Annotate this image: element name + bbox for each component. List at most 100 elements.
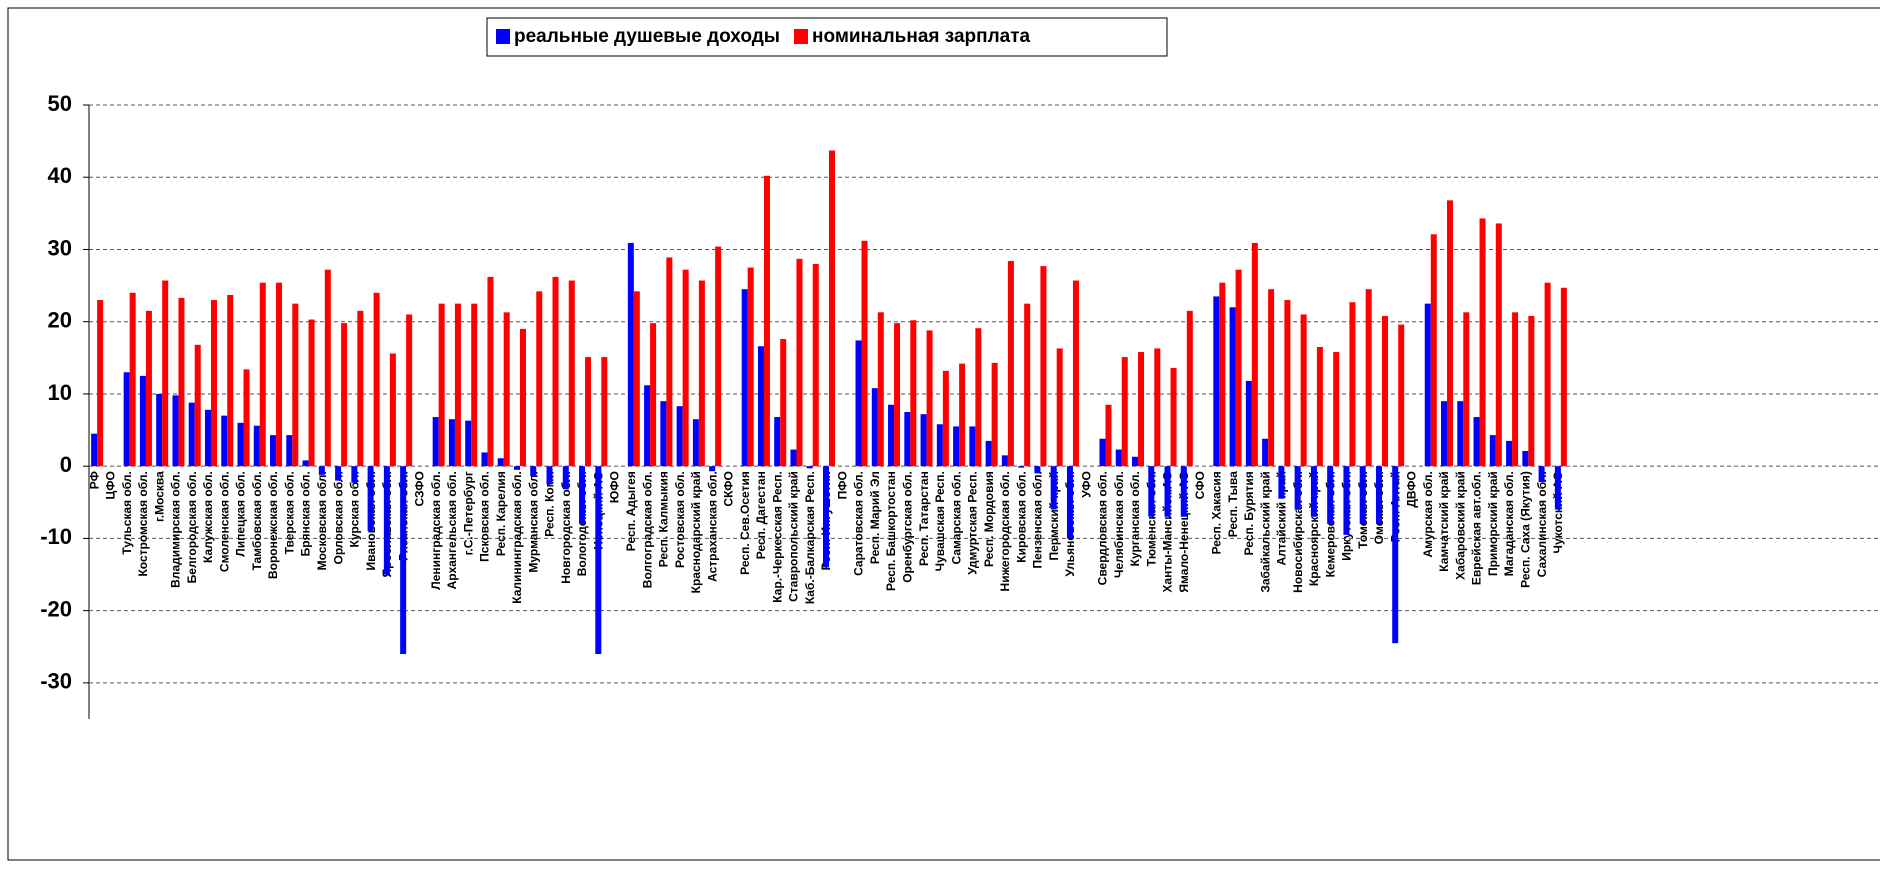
bar: [324, 269, 331, 467]
bar: [1229, 307, 1236, 467]
bar: [227, 294, 234, 467]
bar: [1245, 380, 1252, 467]
bar: [1180, 466, 1187, 517]
bar: [920, 414, 927, 467]
bar: [568, 280, 575, 467]
bar: [97, 300, 104, 467]
x-tick-label: Кар.-Черкесская Респ.: [770, 471, 784, 603]
y-tick-label: -20: [40, 596, 72, 621]
x-tick-label: Амурская обл.: [1421, 471, 1435, 557]
x-tick-label: Респ. Дагестан: [754, 471, 768, 559]
x-tick-label: Пермский край: [1047, 471, 1061, 560]
bar: [1164, 466, 1171, 517]
bar: [481, 452, 488, 467]
x-tick-label: Курская обл.: [348, 471, 362, 547]
x-tick-label: СЗФО: [413, 471, 427, 506]
bar: [536, 291, 543, 467]
legend-box: [486, 17, 1168, 57]
bar: [351, 466, 358, 483]
bar: [991, 362, 998, 467]
bar: [1424, 303, 1431, 467]
bar: [286, 435, 293, 467]
bar: [579, 466, 586, 524]
bar: [1300, 314, 1307, 467]
bar: [438, 303, 445, 467]
bar: [877, 312, 884, 467]
bar: [318, 466, 325, 475]
bar: [1528, 315, 1535, 467]
bar: [1447, 200, 1454, 467]
bar: [156, 393, 163, 467]
x-tick-label: Чувашская Респ.: [933, 471, 947, 571]
bar: [487, 276, 494, 467]
bar: [1050, 466, 1057, 510]
x-tick-label: Ставропольский край: [787, 471, 801, 602]
bar: [790, 449, 797, 467]
bar: [585, 357, 592, 467]
y-tick-label: -10: [40, 524, 72, 549]
legend-swatch: [793, 29, 808, 44]
bar: [1343, 466, 1350, 535]
x-tick-label: Респ. Татарстан: [917, 471, 931, 566]
bar: [1441, 401, 1448, 467]
x-tick-label: Новгородская обл.: [559, 471, 573, 584]
bar: [162, 280, 169, 467]
bar: [763, 175, 770, 467]
x-tick-label: Респ. Калмыкия: [657, 471, 671, 567]
bar: [383, 466, 390, 575]
bar: [373, 292, 380, 467]
bar: [959, 363, 966, 467]
bar: [1365, 289, 1372, 467]
bar: [1132, 456, 1139, 467]
x-tick-label: Респ. Карелия: [494, 471, 508, 556]
bar: [1040, 266, 1047, 467]
x-tick-label: Алтайский край: [1275, 471, 1289, 565]
bar: [1056, 348, 1063, 467]
bar: [145, 310, 152, 467]
bar: [129, 292, 136, 467]
bar: [1099, 438, 1106, 467]
x-tick-label: Еврейская авт.обл.: [1470, 471, 1484, 585]
bar: [1284, 300, 1291, 467]
bar: [741, 289, 748, 467]
x-tick-label: Кемеровская обл.: [1323, 471, 1337, 577]
x-tick-label: СКФО: [722, 471, 736, 506]
x-tick-label: Воронежская обл.: [266, 471, 280, 579]
bar: [562, 466, 569, 490]
bar: [1489, 435, 1496, 467]
x-tick-label: Свердловская обл.: [1096, 471, 1110, 585]
bar: [221, 415, 228, 467]
bar: [894, 323, 901, 467]
bar: [188, 402, 195, 467]
bar: [757, 346, 764, 467]
bar: [888, 404, 895, 467]
x-tick-label: Респ. Башкортостан: [884, 471, 898, 591]
bar: [975, 328, 982, 467]
bar: [633, 291, 640, 467]
x-tick-label: Краснодарский край: [689, 471, 703, 593]
bar: [1560, 287, 1567, 467]
bar: [1219, 282, 1226, 467]
x-tick-label: Новосибирская обл.: [1291, 471, 1305, 593]
bar: [1268, 289, 1275, 467]
x-tick-label: Смоленская обл.: [217, 471, 231, 572]
bar: [1138, 352, 1145, 467]
x-tick-label: Ростовская обл.: [673, 471, 687, 568]
bar: [1213, 296, 1220, 467]
legend-label: реальные душевые доходы: [514, 26, 780, 47]
bar: [829, 150, 835, 467]
bar: [1001, 455, 1008, 467]
bar: [926, 330, 933, 467]
bar: [259, 282, 266, 467]
bar: [985, 440, 992, 467]
x-tick-label: г.Москва: [152, 471, 166, 522]
bar: [1024, 303, 1031, 467]
bar: [953, 426, 960, 467]
x-tick-label: Белгородская обл.: [185, 471, 199, 583]
bar: [139, 375, 146, 467]
bar: [601, 357, 608, 467]
x-tick-label: Костромская обл.: [136, 471, 150, 576]
x-tick-label: Мурманская обл.: [526, 471, 540, 572]
bar: [666, 257, 673, 467]
x-tick-label: Приморский край: [1486, 471, 1500, 576]
